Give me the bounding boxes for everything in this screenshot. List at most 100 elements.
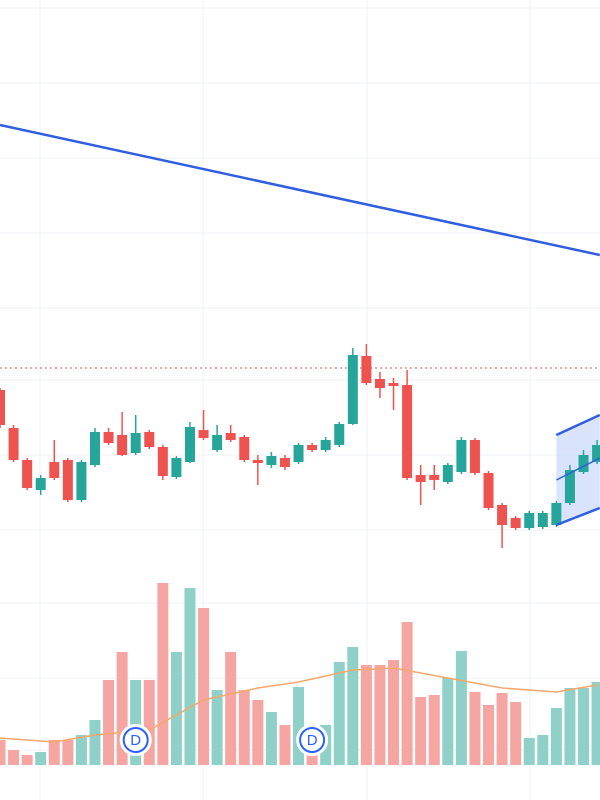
volume-bar <box>75 735 87 765</box>
candle-body <box>76 462 87 500</box>
candle-body <box>442 465 453 482</box>
marker-ring <box>122 727 149 753</box>
channel-line <box>555 413 600 437</box>
candle-body <box>252 460 263 463</box>
candle-body <box>225 433 236 440</box>
marker-label: D <box>307 732 318 749</box>
candle-body <box>497 505 508 525</box>
volume-bar <box>157 583 169 765</box>
candle-body <box>157 447 168 476</box>
candle-body <box>171 458 182 477</box>
candle-body <box>49 462 60 478</box>
candle-body <box>239 437 250 460</box>
channel-line <box>556 457 600 481</box>
candle-body <box>198 430 209 438</box>
candle-body <box>130 433 141 453</box>
candle-body <box>564 470 575 503</box>
volume-bar <box>388 660 400 765</box>
candle-body <box>62 460 73 500</box>
volume-bar <box>347 647 359 765</box>
candle-body <box>89 432 100 465</box>
candle-body <box>320 440 331 450</box>
candle-body <box>184 427 195 462</box>
volume-bar <box>279 725 291 765</box>
candle-body <box>402 385 413 478</box>
volume-bar <box>333 662 345 765</box>
candle-body <box>374 379 385 388</box>
volume-bar <box>374 665 386 765</box>
volume-bar <box>184 588 196 765</box>
candle-body <box>266 456 277 465</box>
volume-bar <box>401 622 413 765</box>
volume-bar <box>8 750 20 765</box>
volume-bar <box>21 755 33 765</box>
candle-body <box>22 460 33 488</box>
volume-bar <box>496 693 508 765</box>
marker-ring <box>299 727 326 753</box>
volume-bar <box>225 652 237 765</box>
volume-bar <box>455 651 467 765</box>
candle-body <box>578 455 589 472</box>
volume-bar <box>523 738 535 765</box>
candle-body <box>35 478 46 490</box>
candle-body <box>551 503 562 525</box>
marker-label: D <box>130 732 141 749</box>
volume-bar <box>510 702 522 765</box>
candle-body <box>388 383 399 386</box>
volume-bar <box>415 697 427 765</box>
volume-bar <box>35 752 47 765</box>
volume-bar <box>537 735 549 765</box>
candle-body <box>347 355 358 424</box>
candle-body <box>361 356 372 383</box>
volume-bar <box>0 740 6 765</box>
candle-body <box>334 424 345 445</box>
candle-body <box>293 445 304 462</box>
volume-ma-line <box>0 667 598 743</box>
volume-bar <box>442 678 454 765</box>
volume-bar <box>238 690 250 765</box>
dividend-marker: D <box>296 724 329 756</box>
volume-bar <box>564 688 576 765</box>
candle-body <box>469 440 480 473</box>
candle-body <box>429 475 440 480</box>
candle-body <box>103 432 114 443</box>
dividend-marker: D <box>119 724 152 756</box>
candle-body <box>415 475 426 482</box>
candle-body <box>537 513 548 527</box>
candle-body <box>524 513 535 528</box>
volume-bar <box>293 687 305 765</box>
candle-body <box>510 518 521 528</box>
candle-body <box>456 440 467 472</box>
volume-bar <box>130 680 142 765</box>
candle-body <box>212 435 223 450</box>
candle-body <box>0 390 5 425</box>
volume-bar <box>550 708 562 765</box>
volume-bar <box>170 652 182 765</box>
volume-bar <box>469 692 481 765</box>
channel-line <box>555 506 600 527</box>
volume-bar <box>252 700 264 765</box>
candle-body <box>279 458 290 467</box>
volume-bar <box>143 680 155 765</box>
volume-bar <box>116 652 128 765</box>
volume-bar <box>428 695 440 765</box>
candle-body <box>592 445 600 462</box>
volume-bar <box>211 690 223 765</box>
volume-bar <box>89 720 101 765</box>
candle-body <box>144 432 155 447</box>
trend-line <box>0 123 600 257</box>
volume-bar <box>62 740 74 765</box>
volume-bar <box>483 705 495 765</box>
candle-body <box>8 428 19 460</box>
volume-bar <box>591 682 600 765</box>
candle-body <box>307 445 318 450</box>
volume-bar <box>360 665 372 765</box>
volume-bar <box>103 680 115 765</box>
candle-body <box>117 435 128 455</box>
volume-bar <box>578 688 590 765</box>
volume-bar <box>198 608 210 765</box>
volume-bar <box>265 712 277 765</box>
